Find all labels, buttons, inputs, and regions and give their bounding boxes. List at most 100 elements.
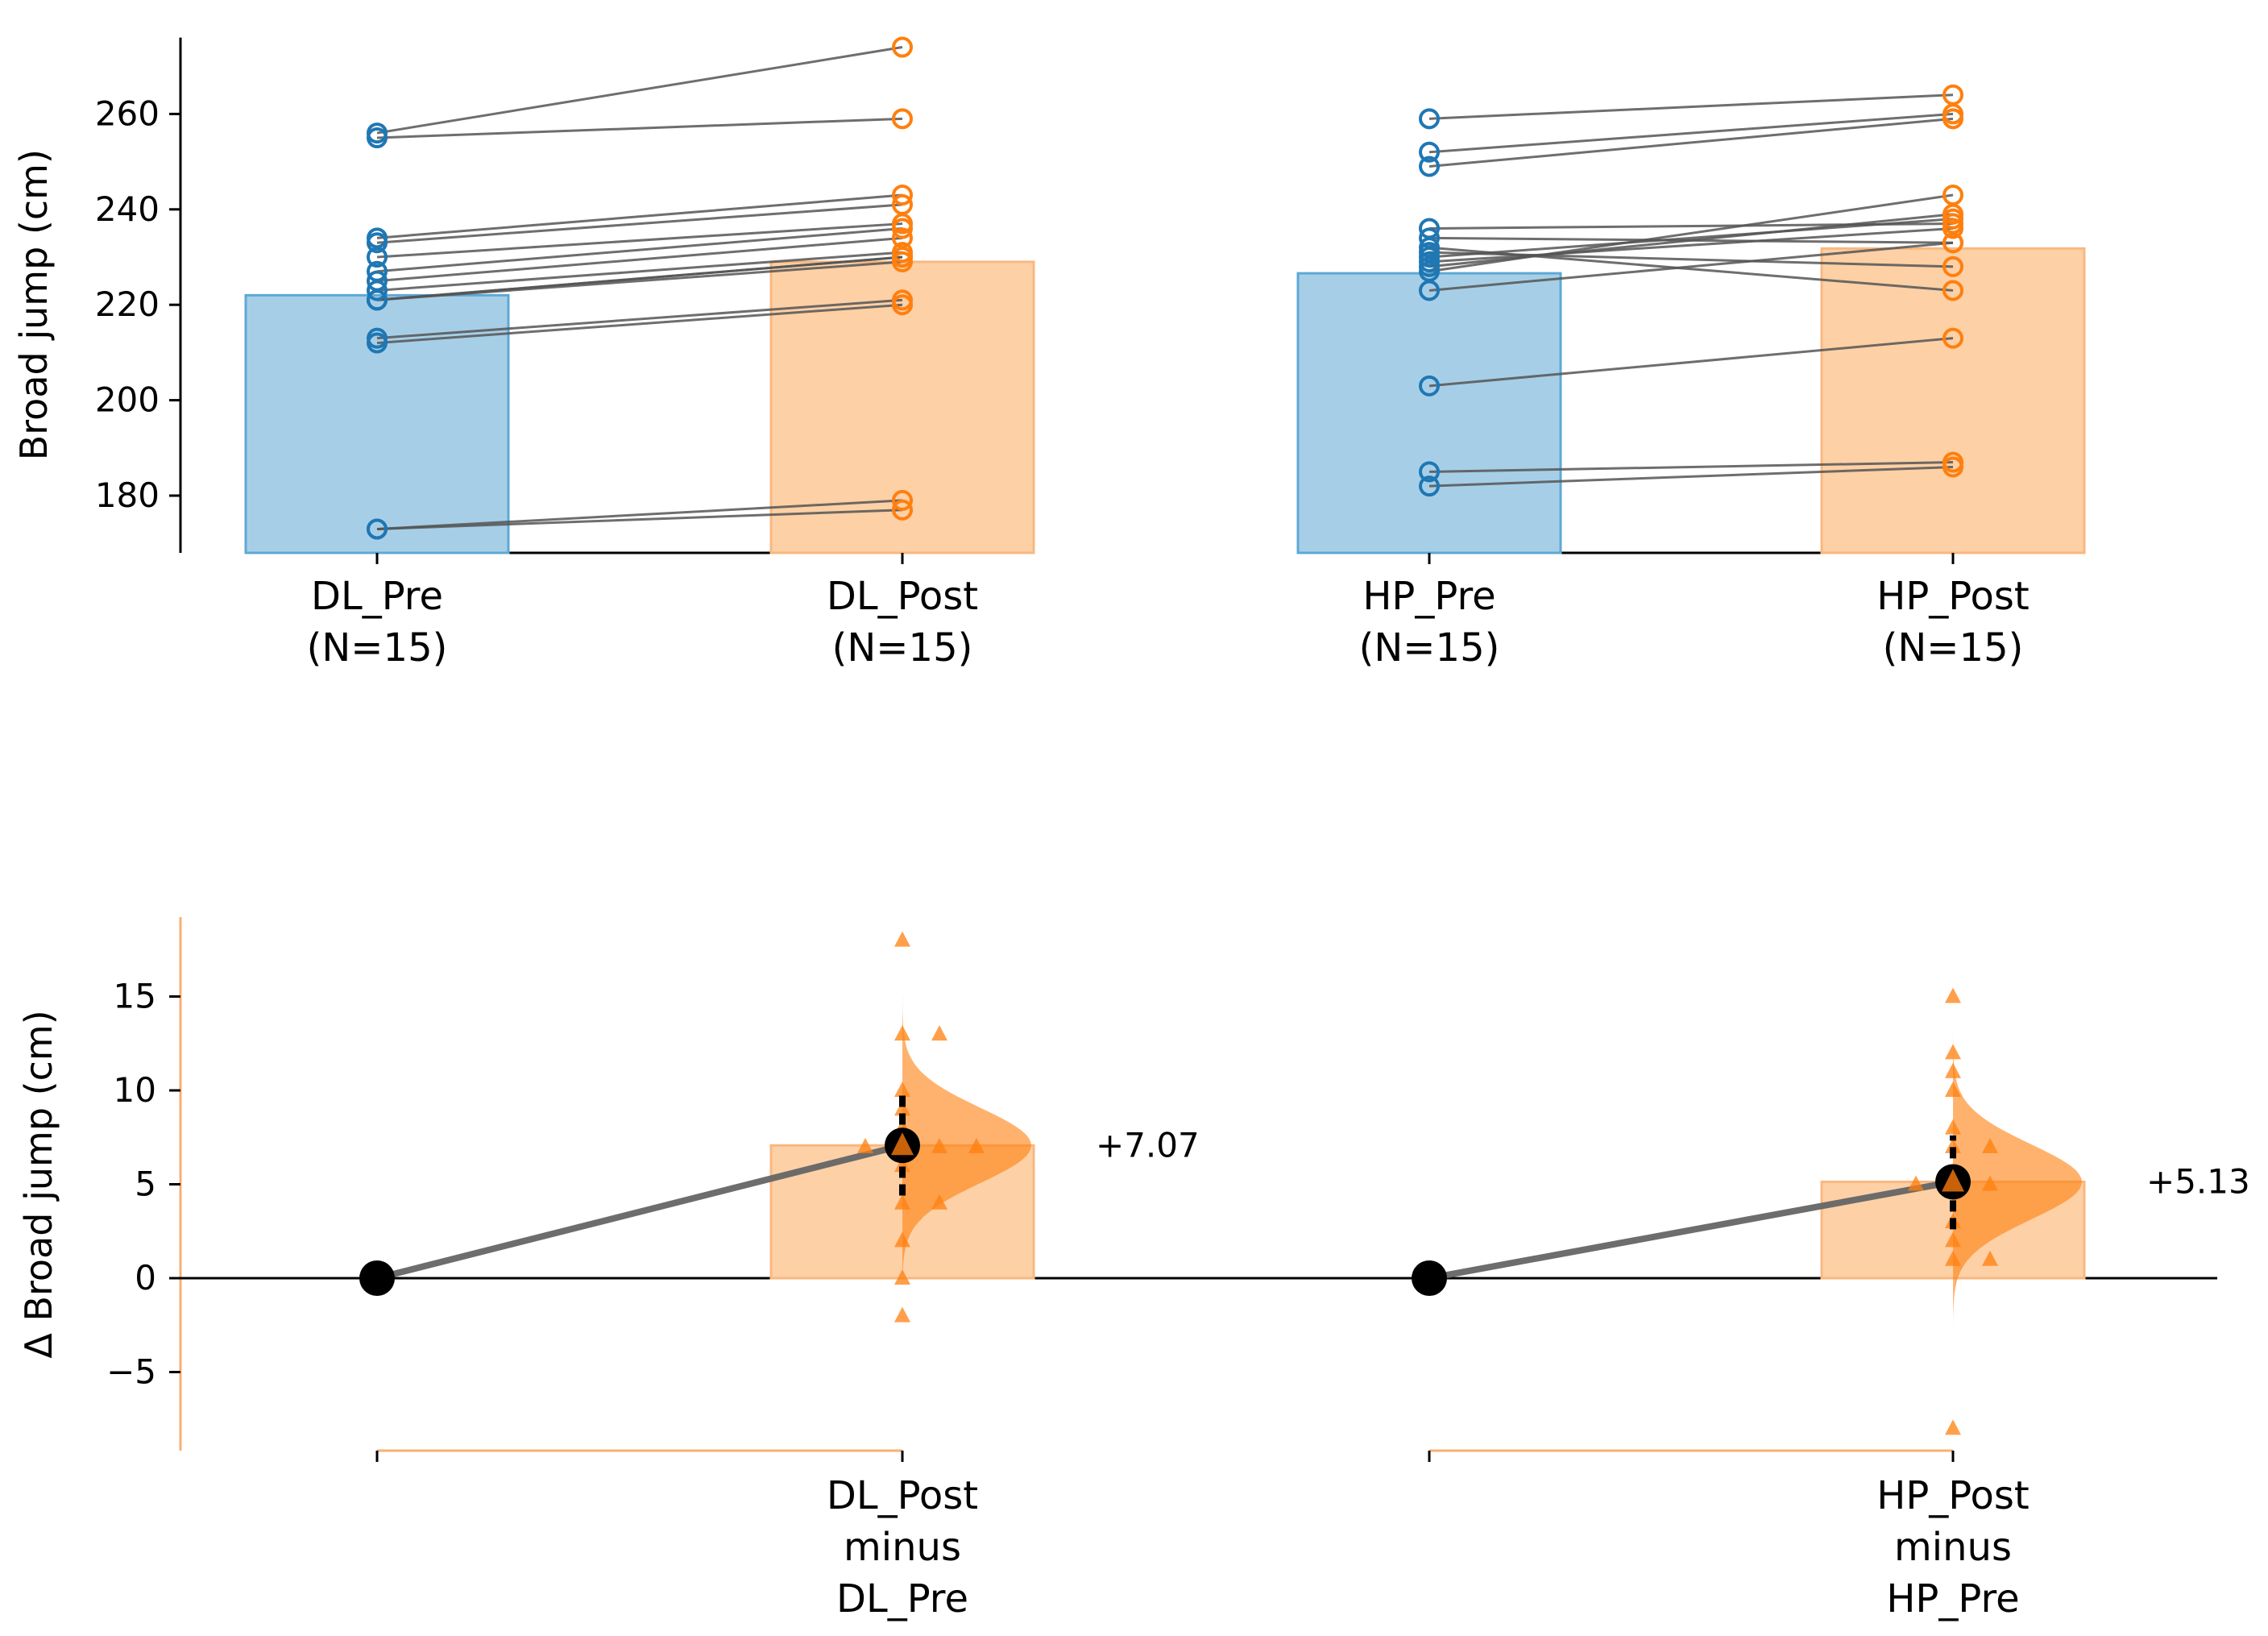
- delta-point: [1945, 1231, 1961, 1248]
- paired-line: [376, 46, 903, 135]
- delta-point: [1982, 1250, 1998, 1266]
- paired-line: [1428, 117, 1954, 168]
- bootstrap-distribution: [902, 994, 1031, 1296]
- delta-point: [894, 1156, 910, 1173]
- effect-size-marker: [891, 1132, 914, 1156]
- delta-point: [1945, 1419, 1961, 1435]
- delta-point: [894, 1100, 910, 1116]
- x-tick-count-label: (N=15): [1883, 625, 2024, 671]
- paired-line: [1428, 461, 1954, 473]
- pre-point: [1419, 156, 1440, 177]
- delta-point: [894, 1306, 910, 1323]
- delta-point: [894, 931, 910, 947]
- post-point: [892, 251, 913, 272]
- y-tick-label: 220: [95, 284, 160, 324]
- pre-point: [367, 127, 388, 148]
- delta-point: [857, 1137, 873, 1153]
- post-point: [892, 218, 913, 239]
- paired-line: [1428, 465, 1954, 488]
- x-tick-label: HP_Pre: [1886, 1576, 2019, 1621]
- pre-point: [367, 280, 388, 301]
- post-point: [1943, 232, 1963, 254]
- paired-line: [376, 260, 903, 301]
- pre-point: [1419, 375, 1440, 397]
- x-tick-label: DL_Post: [827, 1473, 978, 1518]
- effect-slope-line: [376, 1142, 903, 1281]
- post-point: [1943, 185, 1963, 206]
- mean-difference-panel: −5 0 5 10 15 Δ Broad jump (cm) +7.07 DL_Postmin…: [17, 917, 2250, 1621]
- effect-size-label: +5.13: [2146, 1161, 2250, 1201]
- y-tick-label: 260: [95, 93, 160, 133]
- reference-point: [1412, 1260, 1447, 1296]
- post-point: [1943, 327, 1963, 349]
- paired-line: [1428, 218, 1954, 259]
- paired-line: [376, 203, 903, 244]
- effect-slope-line: [1428, 1178, 1954, 1281]
- post-point: [892, 499, 913, 521]
- x-tick-label: HP_Pre: [1362, 574, 1495, 619]
- pre-point: [1419, 475, 1440, 497]
- paired-line: [1428, 251, 1954, 268]
- post-point: [892, 489, 913, 511]
- pre-point: [1419, 141, 1440, 163]
- x-tick-label: minus: [1894, 1525, 2012, 1570]
- delta-point: [894, 1231, 910, 1248]
- paired-line: [1428, 193, 1954, 273]
- x-tick-label: HP_Post: [1876, 1473, 2029, 1518]
- post-point: [1943, 280, 1963, 301]
- x-tick-count-label: (N=15): [307, 625, 448, 671]
- bootstrap-distribution: [1953, 1032, 2082, 1332]
- y-tick-label: 240: [95, 189, 160, 229]
- pre-point: [367, 518, 388, 540]
- delta-point: [894, 1082, 910, 1097]
- x-tick-count-label: (N=15): [832, 625, 973, 671]
- paired-line: [376, 303, 903, 345]
- delta-point: [931, 1025, 947, 1041]
- y-tick-label: 10: [114, 1070, 156, 1110]
- pre-point: [367, 232, 388, 254]
- delta-point: [894, 1025, 910, 1041]
- paired-line: [376, 226, 903, 273]
- y-tick-label: 0: [135, 1258, 156, 1298]
- pre-mean-bar: [1296, 272, 1562, 554]
- paired-line: [376, 117, 903, 139]
- y-axis-title: Δ Broad jump (cm): [17, 1010, 60, 1358]
- delta-point: [1982, 1175, 1998, 1191]
- paired-line: [376, 251, 903, 292]
- x-tick-label: DL_Pre: [836, 1576, 968, 1621]
- x-tick-count-label: (N=15): [1359, 625, 1500, 671]
- delta-point: [1945, 1062, 1961, 1078]
- post-point: [1943, 218, 1963, 239]
- effect-size-label: +7.07: [1096, 1125, 1200, 1165]
- post-point: [1943, 108, 1963, 130]
- post-point: [1943, 255, 1963, 277]
- y-tick-label: −5: [106, 1352, 156, 1392]
- y-tick-label: 15: [114, 977, 156, 1016]
- y-tick-label: 200: [95, 380, 160, 420]
- paired-line: [376, 499, 903, 530]
- delta-point: [968, 1137, 985, 1153]
- y-axis-title: Broad jump (cm): [12, 149, 56, 460]
- reference-point: [359, 1260, 395, 1296]
- effect-size-marker: [1942, 1169, 1964, 1192]
- post-point: [892, 185, 913, 206]
- post-point: [892, 108, 913, 130]
- paired-line: [1428, 337, 1954, 388]
- delta-point: [1945, 987, 1961, 1003]
- delta-point: [1945, 1119, 1961, 1135]
- post-point: [892, 36, 913, 58]
- delta-point: [1945, 1082, 1961, 1097]
- pre-point: [1419, 280, 1440, 301]
- pre-point: [1419, 461, 1440, 483]
- paired-line: [1428, 241, 1954, 292]
- delta-point: [931, 1194, 947, 1210]
- delta-point: [1982, 1137, 1998, 1153]
- paired-line: [376, 193, 903, 239]
- delta-point: [931, 1137, 947, 1153]
- delta-point: [894, 1194, 910, 1210]
- paired-means-panel: 180 200 220 240 260 Broad jump (cm) DL_Pre (N=1…: [12, 36, 2086, 671]
- x-tick-label: DL_Pre: [311, 574, 443, 619]
- pre-point: [367, 247, 388, 268]
- x-tick-label: minus: [844, 1525, 961, 1570]
- paired-line: [1428, 226, 1954, 264]
